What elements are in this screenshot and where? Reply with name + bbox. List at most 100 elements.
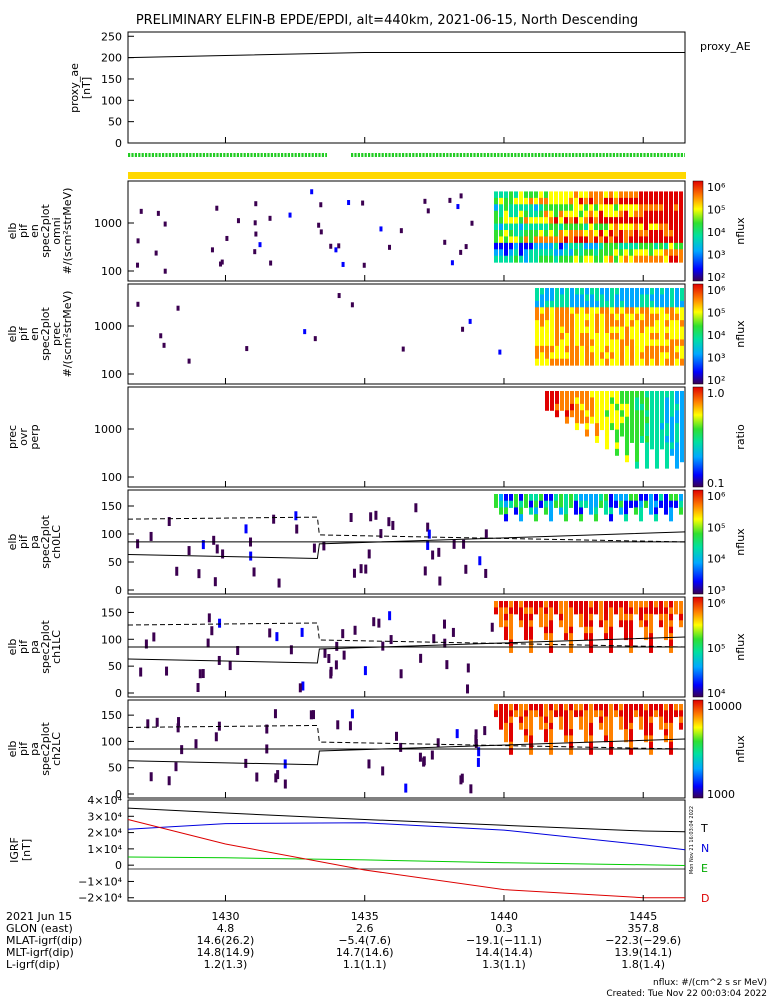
prec-cell xyxy=(540,294,544,302)
ch1-cell xyxy=(544,613,548,621)
ratio-cell xyxy=(565,416,569,424)
prec-cell xyxy=(675,320,679,328)
omni-cell xyxy=(674,217,678,225)
prec-pixel xyxy=(162,342,166,348)
prec-cell xyxy=(610,294,614,302)
ch2-cell xyxy=(549,716,553,724)
igrf-ytick-label: 1×10⁴ xyxy=(87,843,122,856)
omni-cell xyxy=(529,191,533,199)
ratio-cell xyxy=(645,455,649,463)
ratio-ylabel: prec xyxy=(6,425,19,449)
prec-cell xyxy=(660,333,664,340)
ch0-cell xyxy=(609,494,613,502)
ch0-cbar-tick: 10⁵ xyxy=(707,521,725,534)
ch2-cell xyxy=(659,710,663,718)
omni-cell xyxy=(599,255,603,263)
ch0-cell xyxy=(534,514,538,522)
omni-cell xyxy=(624,230,628,237)
omni-cell xyxy=(549,204,553,212)
ch1-pixel xyxy=(206,638,210,648)
omni-cell xyxy=(634,249,638,257)
prec-cell xyxy=(535,300,539,308)
omni-cell xyxy=(599,197,603,205)
ratio-cell xyxy=(590,391,594,398)
omni-cell xyxy=(659,236,663,244)
prec-cell xyxy=(545,307,549,315)
ch2-cell xyxy=(609,748,613,755)
prec-cell xyxy=(540,313,544,321)
ch2-colorbar xyxy=(692,699,704,799)
ratio-cell xyxy=(665,397,669,405)
ch1-cell xyxy=(664,613,668,621)
omni-cell xyxy=(599,210,603,218)
omni-cell xyxy=(634,210,638,218)
omni-cell xyxy=(604,197,608,205)
omni-cell xyxy=(564,204,568,212)
ratio-cell xyxy=(580,416,584,424)
prec-cell xyxy=(605,294,609,302)
prec-cell xyxy=(625,313,629,321)
ratio-cell xyxy=(555,397,559,405)
ch1-cell xyxy=(659,620,663,628)
omni-cell xyxy=(594,210,598,218)
prec-cell xyxy=(660,339,664,347)
ch2-cell xyxy=(604,716,608,724)
ch1-cell xyxy=(639,607,643,615)
ch1-pixel xyxy=(466,684,470,694)
ch0-pixel xyxy=(438,576,442,586)
omni-cell xyxy=(504,210,508,218)
ch1-pixel xyxy=(298,683,302,693)
ratio-frame xyxy=(127,386,686,488)
ch1-cell xyxy=(529,633,533,641)
prec-cell xyxy=(555,339,559,347)
ch0-cell xyxy=(574,500,578,508)
ch1-pixel xyxy=(323,648,327,658)
prec-cell xyxy=(665,358,669,366)
ch1-cell xyxy=(549,601,553,608)
omni-cell xyxy=(634,230,638,237)
ch0-pixel xyxy=(374,510,378,520)
ch0-cell xyxy=(594,514,598,522)
prec-ylabel: pif xyxy=(17,326,30,341)
omni-ytick-label: 1000 xyxy=(94,217,122,230)
prec-cell xyxy=(540,300,544,308)
ch1-cell xyxy=(529,613,533,621)
prec-cell xyxy=(570,333,574,340)
prec-cell xyxy=(555,358,559,366)
omni-cell xyxy=(614,230,618,237)
omni-cell xyxy=(569,242,573,250)
ch2-cell xyxy=(669,716,673,724)
ch0-pixel xyxy=(462,539,466,549)
ratio-cell xyxy=(655,416,659,424)
ratio-cell xyxy=(670,423,674,431)
ch0-pixel xyxy=(452,539,456,549)
omni-ylabel: elb xyxy=(6,223,19,240)
omni-cell xyxy=(504,242,508,250)
ratio-cell xyxy=(645,410,649,418)
prec-cell xyxy=(645,333,649,340)
omni-cell xyxy=(539,217,543,225)
prec-cell xyxy=(610,307,614,315)
ch2-cell xyxy=(629,704,633,711)
ch1-cell xyxy=(574,607,578,615)
prec-cell xyxy=(555,320,559,328)
ch1-cell xyxy=(649,601,653,608)
ch0-losscone-solid xyxy=(127,531,686,559)
prec-cell xyxy=(575,313,579,321)
ch2-pixel xyxy=(477,747,481,757)
omni-cell xyxy=(499,242,503,250)
omni-cell xyxy=(634,191,638,199)
ratio-cell xyxy=(645,391,649,398)
omni-cell xyxy=(659,242,663,250)
ch0-pixel xyxy=(201,540,205,550)
ch0-cell xyxy=(614,494,618,502)
prec-cell xyxy=(615,307,619,315)
omni-cell xyxy=(664,249,668,257)
omni-cell xyxy=(584,197,588,205)
ch1-cell xyxy=(629,646,633,653)
ch2-cell xyxy=(564,716,568,724)
ch1-pixel xyxy=(443,638,447,648)
ch1-cell xyxy=(579,607,583,615)
ch2-cell xyxy=(499,716,503,724)
